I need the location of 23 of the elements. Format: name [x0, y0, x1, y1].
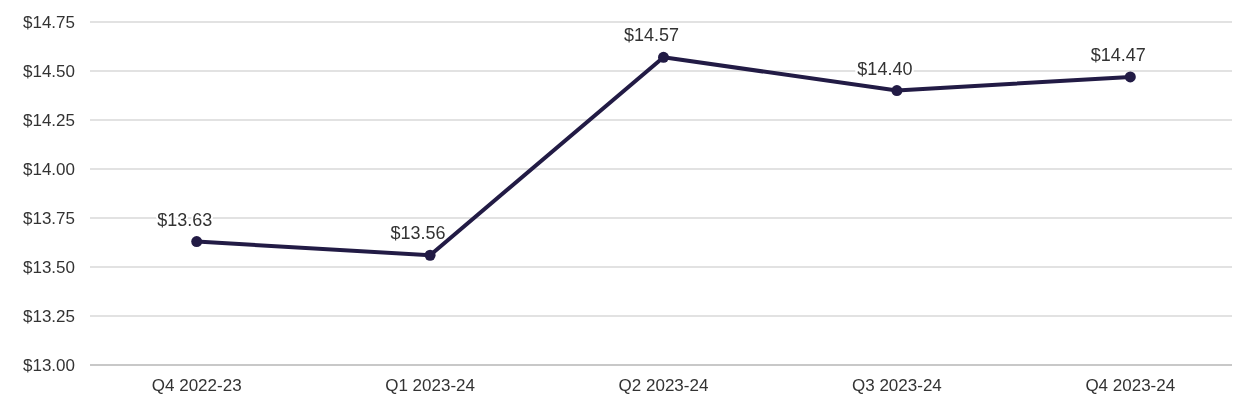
data-label: $13.56 — [390, 223, 446, 244]
point — [191, 236, 203, 248]
x-tick-label: Q2 2023-24 — [618, 376, 709, 395]
point — [1124, 71, 1136, 83]
y-tick-label: $13.25 — [23, 306, 75, 326]
data-label: $14.40 — [857, 58, 913, 79]
y-tick-label: $14.25 — [23, 110, 75, 130]
x-tick-label: Q3 2023-24 — [852, 376, 942, 395]
y-tick-label: $13.00 — [23, 355, 75, 375]
y-tick-label: $14.75 — [23, 12, 75, 32]
y-tick-label: $14.50 — [23, 61, 75, 81]
y-tick-label: $14.00 — [23, 159, 75, 179]
point — [891, 85, 903, 97]
y-tick-label: $13.75 — [23, 208, 75, 228]
point — [658, 51, 669, 63]
y-tick-label: $13.50 — [23, 257, 75, 277]
point — [424, 249, 436, 261]
x-tick-label: Q4 2023-24 — [1085, 376, 1176, 395]
data-label: $14.47 — [1090, 44, 1146, 65]
x-tick-label: Q1 2023-24 — [385, 376, 475, 395]
data-label: $13.63 — [157, 209, 213, 230]
data-label: $14.57 — [623, 25, 680, 46]
x-tick-label: Q4 2022-23 — [151, 376, 242, 395]
